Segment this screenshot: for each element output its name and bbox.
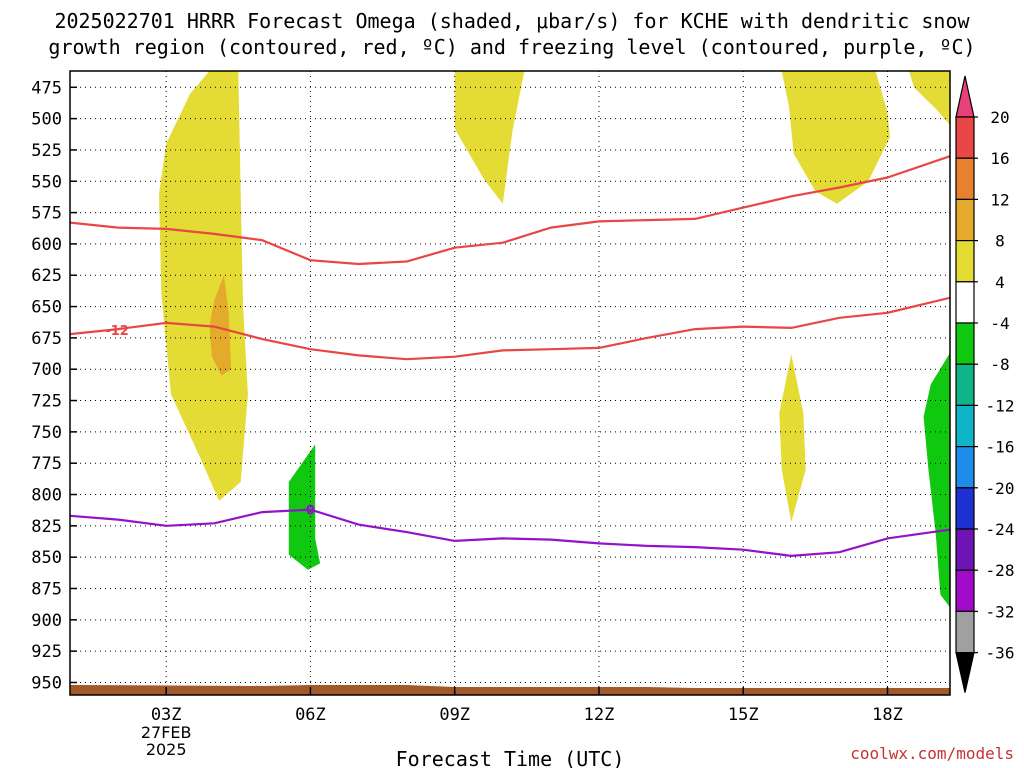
colorbar-label: -36	[986, 644, 1015, 663]
x-axis-label: Forecast Time (UTC)	[396, 747, 625, 768]
contour-layer: -12 0	[70, 155, 950, 558]
y-tick-label: 600	[31, 235, 62, 255]
colorbar-label: -28	[986, 561, 1015, 580]
y-tick-label: 925	[31, 642, 62, 662]
omega-region-6	[288, 444, 321, 570]
colorbar-segment	[955, 446, 975, 489]
colorbar-label: -16	[986, 438, 1015, 457]
omega-shading-layer	[159, 71, 950, 608]
x-date-label: 27FEB	[141, 723, 192, 742]
colorbar-segment	[955, 528, 975, 571]
colorbar-label: 16	[990, 149, 1009, 168]
x-tick-label: 03Z	[151, 705, 182, 725]
colorbar-segment	[955, 487, 975, 530]
colorbar-label: -4	[990, 314, 1009, 333]
omega-region-0	[159, 71, 248, 501]
colorbar-label: -8	[990, 355, 1009, 374]
y-tick-label: 500	[31, 110, 62, 130]
colorbar-label: -12	[986, 396, 1015, 415]
title-line-1: 2025022701 HRRR Forecast Omega (shaded, …	[54, 9, 970, 33]
x-tick-label: 12Z	[584, 705, 615, 725]
colorbar-segment	[955, 569, 975, 613]
colorbar-label: -20	[986, 479, 1015, 498]
colorbar-label: -24	[986, 520, 1015, 539]
colorbar-label: 4	[995, 273, 1005, 292]
freezing-level-line	[70, 508, 950, 558]
y-tick-label: 825	[31, 517, 62, 537]
colorbar-bottom-arrow	[955, 651, 975, 693]
isotherm-line-1	[70, 155, 950, 266]
credit-text: coolwx.com/models	[850, 744, 1014, 763]
chart-title: 2025022701 HRRR Forecast Omega (shaded, …	[0, 8, 1024, 60]
y-tick-label: 675	[31, 329, 62, 349]
x-tick-label: 09Z	[439, 705, 470, 725]
y-tick-label: 725	[31, 392, 62, 412]
colorbar-segment	[955, 198, 975, 242]
colorbar-top-arrow	[955, 75, 975, 118]
colorbar-segment	[955, 404, 975, 448]
title-line-2: growth region (contoured, red, ºC) and f…	[48, 35, 976, 59]
omega-region-1	[209, 275, 232, 376]
colorbar-label: 8	[995, 232, 1005, 251]
colorbar-label: -32	[986, 602, 1015, 621]
y-tick-label: 900	[31, 611, 62, 631]
x-year-label: 2025	[146, 740, 187, 759]
x-tick-label: 18Z	[872, 705, 903, 725]
x-tick-label: 15Z	[728, 705, 759, 725]
omega-region-4	[909, 71, 950, 125]
y-tick-label: 950	[31, 673, 62, 693]
colorbar-segment	[955, 322, 975, 365]
y-tick-label: 575	[31, 204, 62, 224]
isotherm-line-0	[70, 296, 950, 361]
colorbar-segment	[955, 610, 975, 654]
colorbar: 20 16 12 8 4 -4 -8 -12 -16 -20 -24 -28 -32 -36	[955, 75, 1015, 693]
colorbar-label: 20	[990, 108, 1009, 127]
y-tick-label: 625	[31, 266, 62, 286]
grid-layer	[70, 71, 950, 695]
colorbar-segment	[955, 281, 975, 324]
y-tick-label: 775	[31, 454, 62, 474]
colorbar-segment	[955, 116, 975, 159]
terrain-layer	[70, 684, 950, 695]
omega-region-7	[923, 352, 950, 608]
y-tick-label: 650	[31, 298, 62, 318]
omega-region-5	[779, 354, 806, 523]
colorbar-segment	[955, 363, 975, 407]
x-tick-label: 06Z	[295, 705, 326, 725]
freezing-level-label: 0	[306, 504, 315, 519]
y-tick-label: 800	[31, 486, 62, 506]
axes-layer: 475 500 525 550 575 600 625 650 675 700 725 750 775 8…	[31, 70, 951, 759]
omega-region-3	[781, 71, 890, 204]
y-tick-label: 525	[31, 141, 62, 161]
y-tick-label: 875	[31, 579, 62, 599]
colorbar-label: 12	[990, 190, 1009, 209]
y-tick-label: 750	[31, 423, 62, 443]
y-tick-label: 475	[31, 78, 62, 98]
colorbar-segment	[955, 157, 975, 200]
y-tick-label: 700	[31, 360, 62, 380]
plot-frame	[69, 70, 951, 696]
y-tick-label: 850	[31, 548, 62, 568]
colorbar-segment	[955, 240, 975, 283]
isotherm-label: -12	[105, 324, 129, 339]
y-tick-label: 550	[31, 172, 62, 192]
omega-region-2	[454, 71, 525, 204]
terrain-fill	[70, 684, 950, 695]
